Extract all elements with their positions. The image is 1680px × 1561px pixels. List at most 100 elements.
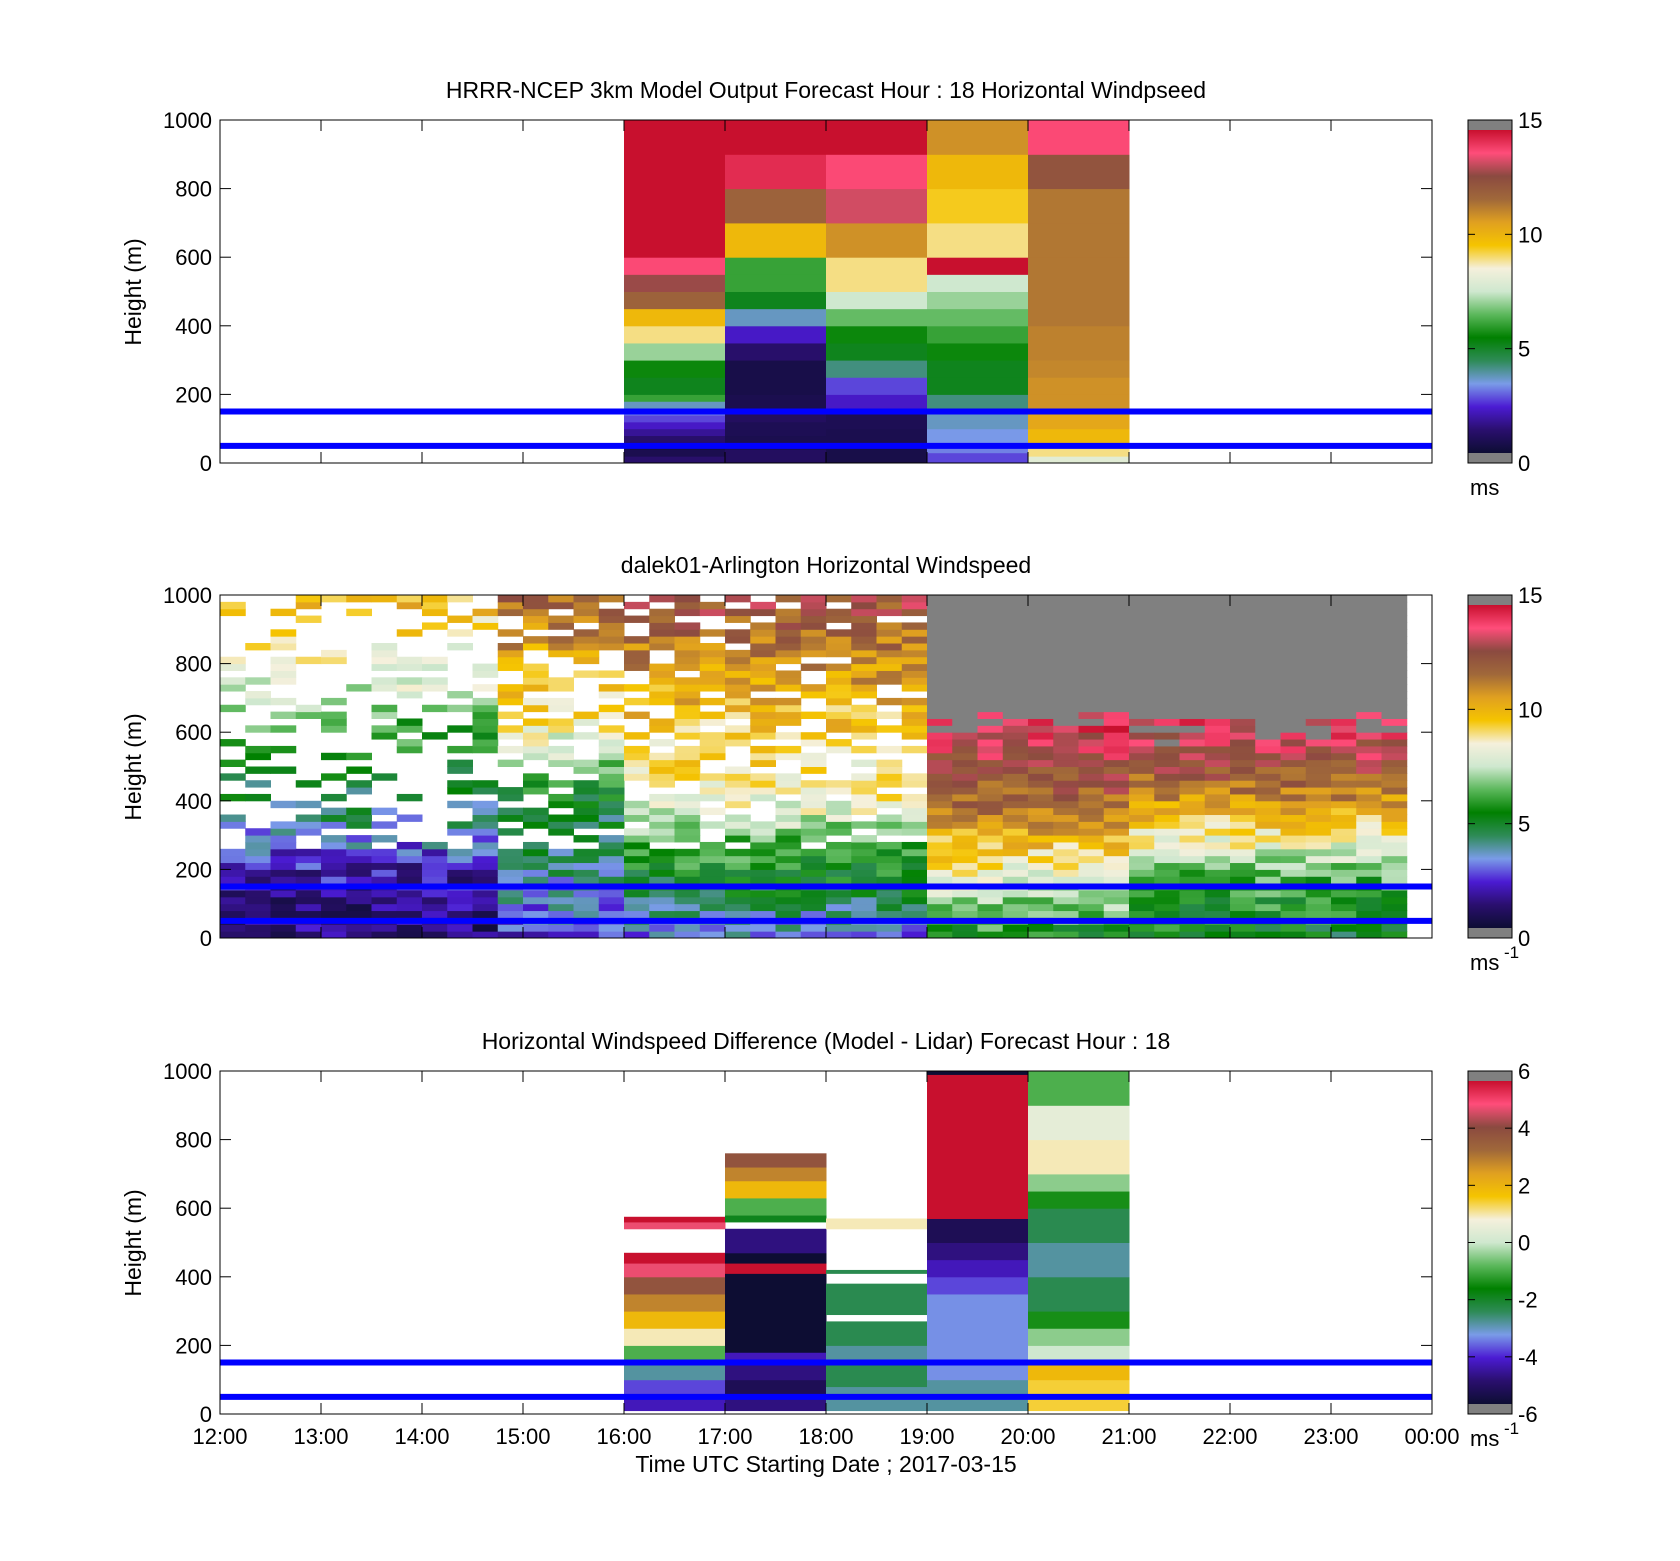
heatmap-cell bbox=[245, 745, 271, 754]
heatmap-cell bbox=[1129, 862, 1155, 870]
heatmap-cell bbox=[1179, 663, 1206, 671]
heatmap-cell bbox=[1028, 1173, 1130, 1192]
heatmap-cell bbox=[826, 154, 928, 190]
heatmap-cell bbox=[1053, 745, 1079, 754]
heatmap-cell bbox=[497, 745, 524, 754]
heatmap-cell bbox=[497, 629, 524, 637]
heatmap-cell bbox=[775, 800, 802, 809]
heatmap-cell bbox=[725, 848, 751, 857]
heatmap-cell bbox=[927, 924, 953, 932]
heatmap-cell bbox=[1255, 903, 1281, 912]
heatmap-cell bbox=[422, 896, 448, 905]
heatmap-cell bbox=[1204, 643, 1231, 651]
heatmap-cell bbox=[750, 677, 776, 685]
heatmap-cell bbox=[598, 903, 625, 912]
heatmap-cell bbox=[1204, 766, 1231, 774]
heatmap-cell bbox=[1154, 841, 1180, 850]
heatmap-cell bbox=[826, 188, 928, 224]
heatmap-cell bbox=[270, 924, 297, 932]
heatmap-cell bbox=[1381, 663, 1408, 671]
heatmap-cell bbox=[1255, 608, 1281, 617]
heatmap-cell bbox=[1356, 841, 1382, 850]
heatmap-cell bbox=[674, 848, 701, 857]
heatmap-cell bbox=[598, 636, 625, 644]
x-tick-label: 19:00 bbox=[899, 1424, 954, 1449]
heatmap-cell bbox=[851, 745, 877, 754]
y-tick-label: 800 bbox=[175, 1128, 212, 1153]
heatmap-cell bbox=[1305, 677, 1332, 685]
heatmap-cell bbox=[1230, 848, 1256, 857]
heatmap-cell bbox=[952, 889, 978, 898]
heatmap-cell bbox=[725, 1167, 827, 1182]
heatmap-cell bbox=[725, 308, 827, 327]
heatmap-cell bbox=[901, 876, 928, 884]
heatmap-cell bbox=[1179, 855, 1206, 864]
heatmap-cell bbox=[1356, 643, 1382, 651]
heatmap-cell bbox=[1103, 615, 1130, 623]
heatmap-cell bbox=[1028, 787, 1054, 795]
heatmap-cell bbox=[927, 903, 953, 912]
heatmap-cell bbox=[927, 291, 1029, 310]
heatmap-cell bbox=[674, 931, 701, 938]
heatmap-cell bbox=[624, 931, 650, 938]
heatmap-cell bbox=[1103, 622, 1130, 630]
heatmap-cell bbox=[725, 780, 751, 788]
heatmap-cell bbox=[1053, 793, 1079, 802]
heatmap-cell bbox=[624, 924, 650, 932]
heatmap-cell bbox=[1230, 745, 1256, 754]
heatmap-cell bbox=[1028, 1311, 1130, 1329]
heatmap-cell bbox=[927, 120, 1029, 155]
heatmap-cell bbox=[1154, 910, 1180, 918]
heatmap-cell bbox=[1053, 821, 1079, 829]
heatmap-cell bbox=[775, 704, 802, 713]
heatmap-cell bbox=[497, 732, 524, 740]
heatmap-cell bbox=[1002, 848, 1029, 857]
heatmap-cell bbox=[1002, 903, 1029, 912]
heatmap-cell bbox=[649, 739, 675, 747]
heatmap-cell bbox=[1002, 889, 1029, 898]
heatmap-cell bbox=[1129, 793, 1155, 802]
heatmap-cell bbox=[927, 636, 953, 644]
heatmap-cell bbox=[1002, 876, 1029, 884]
heatmap-cell bbox=[497, 814, 524, 822]
heatmap-cell bbox=[245, 691, 271, 699]
heatmap-cell bbox=[1381, 752, 1408, 761]
heatmap-cell bbox=[927, 752, 953, 761]
heatmap-cell bbox=[523, 780, 549, 788]
heatmap-cell bbox=[1381, 636, 1408, 644]
heatmap-cell bbox=[1356, 855, 1382, 864]
colorbar-tick-label: 0 bbox=[1518, 451, 1530, 476]
heatmap-cell bbox=[725, 1379, 827, 1398]
heatmap-cell bbox=[775, 649, 802, 658]
heatmap-cell bbox=[624, 862, 650, 870]
heatmap-cell bbox=[1129, 814, 1155, 822]
heatmap-cell bbox=[1381, 841, 1408, 850]
heatmap-cell bbox=[624, 835, 650, 843]
heatmap-cell bbox=[497, 697, 524, 706]
heatmap-cell bbox=[220, 848, 246, 857]
heatmap-cell bbox=[1154, 896, 1180, 905]
heatmap-cell bbox=[497, 663, 524, 671]
heatmap-cell bbox=[699, 684, 726, 692]
heatmap-cell bbox=[1154, 615, 1180, 623]
heatmap-cell bbox=[674, 622, 701, 630]
heatmap-cell bbox=[1204, 903, 1231, 912]
heatmap-cell bbox=[1230, 759, 1256, 767]
heatmap-cell bbox=[245, 835, 271, 843]
heatmap-cell bbox=[750, 924, 776, 932]
heatmap-cell bbox=[901, 862, 928, 870]
heatmap-cell bbox=[927, 274, 1029, 292]
heatmap-cell bbox=[1280, 711, 1307, 719]
heatmap-cell bbox=[1356, 903, 1382, 912]
heatmap-cell bbox=[1381, 677, 1408, 685]
heatmap-cell bbox=[1331, 684, 1357, 692]
heatmap-cell bbox=[1280, 841, 1307, 850]
heatmap-cell bbox=[826, 615, 852, 623]
heatmap-cell bbox=[1103, 773, 1130, 781]
colorbar-cap bbox=[1468, 120, 1512, 130]
heatmap-cell bbox=[826, 411, 928, 430]
heatmap-cell bbox=[1129, 869, 1155, 877]
heatmap-cell bbox=[851, 835, 877, 843]
heatmap-cell bbox=[346, 835, 372, 843]
